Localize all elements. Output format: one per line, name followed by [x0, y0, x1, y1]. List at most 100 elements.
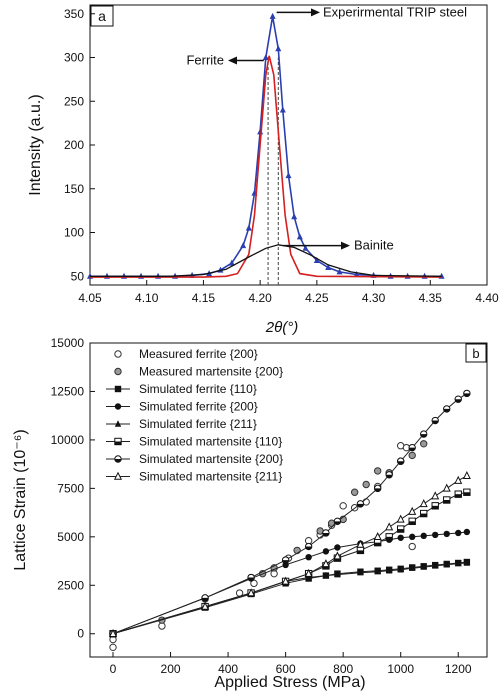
point-b-filled-circle	[322, 548, 330, 555]
point-b-open-triangle	[385, 522, 394, 531]
point-b-half-square-fill	[397, 529, 404, 533]
x-tick-label-b: 400	[218, 662, 238, 676]
legend-marker	[114, 367, 122, 376]
point-a-triangle	[353, 271, 360, 277]
x-tick-label-a: 4.05	[78, 291, 102, 305]
point-b-half-square-fill	[432, 505, 439, 510]
point-b-half-circle-fill	[282, 560, 289, 564]
point-b-half-square-fill	[322, 565, 330, 570]
point-a-triangle	[285, 172, 292, 179]
point-b-half-circle-fill	[443, 408, 450, 413]
point-b-half-circle-fill	[247, 577, 255, 581]
point-b-half-circle-fill	[409, 447, 416, 451]
point-a-triangle	[245, 224, 252, 231]
point-b-half-circle-fill	[432, 420, 439, 424]
legend-label: Measured martensite {200}	[139, 365, 283, 379]
point-b-half-square-fill	[455, 494, 462, 498]
x-tick-label-a: 4.20	[248, 291, 272, 305]
point-a-triangle	[291, 213, 298, 220]
y-tick-label-a: 200	[64, 138, 84, 152]
x-tick-label-a: 4.40	[475, 291, 499, 305]
point-a-triangle	[336, 268, 343, 275]
panel-label-box-a	[90, 5, 114, 27]
point-a-triangle	[325, 264, 332, 270]
legend-marker	[114, 385, 122, 393]
point-b-hatched-circle	[420, 440, 428, 448]
y-tick-label-a: 50	[71, 269, 85, 283]
point-b-half-circle-fill	[374, 488, 381, 492]
point-b-filled-triangle	[357, 568, 364, 576]
series-line-b-4	[112, 562, 467, 635]
annotation-label: Bainite	[354, 238, 394, 253]
point-b-filled-circle	[305, 553, 312, 561]
y-tick-label-a: 150	[64, 182, 84, 196]
series-line-b-2	[112, 561, 467, 635]
point-b-half-square-fill	[334, 558, 341, 562]
point-b-filled-circle	[443, 530, 450, 538]
point-b-hatched-circle	[408, 451, 416, 460]
point-b-open-circle	[109, 643, 117, 652]
x-tick-label-a: 4.35	[419, 291, 443, 305]
point-b-half-circle-fill	[463, 393, 471, 397]
y-tick-label-b: 10000	[51, 433, 85, 447]
legend-label: Simulated martensite {110}	[139, 435, 282, 449]
legend-marker	[114, 420, 122, 427]
point-b-filled-circle	[463, 528, 471, 536]
panel-b: b 0 200 400 600 800 1000 1200 0 2500 5000 7500 1000…	[12, 336, 488, 691]
point-b-open-triangle	[462, 470, 471, 479]
point-b-open-triangle	[247, 588, 256, 597]
point-b-open-triangle	[201, 601, 210, 610]
point-b-filled-circle	[409, 533, 416, 541]
point-b-half-square-fill	[357, 550, 364, 554]
annotation-arrow-head	[311, 8, 320, 17]
point-b-open-triangle	[356, 539, 365, 548]
legend-label: Simulated martensite {200}	[139, 452, 283, 466]
legend-marker	[114, 403, 122, 410]
point-b-hatched-circle	[293, 546, 301, 555]
x-tick-label-b: 200	[161, 662, 181, 676]
point-b-filled-triangle	[385, 567, 393, 574]
point-b-open-triangle	[109, 628, 118, 637]
point-b-open-triangle	[304, 568, 313, 577]
panel-label-box-b	[465, 343, 487, 363]
point-b-filled-triangle	[322, 571, 330, 579]
point-b-open-triangle	[442, 483, 451, 492]
point-b-filled-triangle	[455, 559, 462, 567]
plot-frame-b	[89, 342, 488, 658]
legend-marker-fill	[114, 441, 122, 445]
point-b-open-triangle	[454, 475, 463, 484]
point-b-half-circle-fill	[322, 532, 330, 537]
annotation-label: Ferrite	[186, 53, 224, 68]
point-b-half-square-fill	[463, 492, 471, 496]
annotation-arrow-head	[341, 241, 350, 250]
point-b-filled-triangle	[409, 564, 416, 571]
y-tick-label-b: 0	[77, 627, 84, 641]
point-b-open-triangle	[396, 514, 405, 523]
point-b-half-square-fill	[420, 513, 427, 517]
point-b-open-circle	[408, 542, 416, 551]
point-b-open-triangle	[281, 576, 290, 585]
point-b-open-triangle	[431, 491, 440, 500]
y-tick-label-b: 5000	[57, 530, 84, 544]
legend-marker	[114, 350, 122, 358]
point-b-filled-triangle	[374, 568, 381, 575]
point-a-triangle	[302, 244, 309, 251]
point-b-hatched-circle	[373, 467, 382, 475]
point-b-half-circle-fill	[397, 461, 404, 465]
x-tick-label-a: 4.15	[192, 291, 216, 305]
point-a-triangle	[279, 106, 286, 113]
y-axis-label-b: Lattice Strain (10⁻⁶)	[12, 429, 29, 570]
x-tick-label-a: 4.30	[362, 291, 386, 305]
point-b-half-circle-fill	[420, 434, 427, 438]
y-axis-label-a: Intensity (a.u.)	[27, 94, 44, 195]
legend-label: Simulated ferrite {110}	[139, 382, 257, 396]
point-a-triangle	[275, 45, 282, 52]
point-b-filled-circle	[334, 544, 341, 551]
point-a-triangle	[240, 242, 247, 249]
annotation-arrow-head	[228, 56, 237, 65]
point-a-triangle	[313, 257, 320, 263]
point-b-half-circle-fill	[201, 597, 209, 602]
series-line-a-2	[90, 244, 442, 277]
point-b-hatched-circle	[350, 488, 359, 496]
point-a-triangle	[262, 54, 269, 60]
